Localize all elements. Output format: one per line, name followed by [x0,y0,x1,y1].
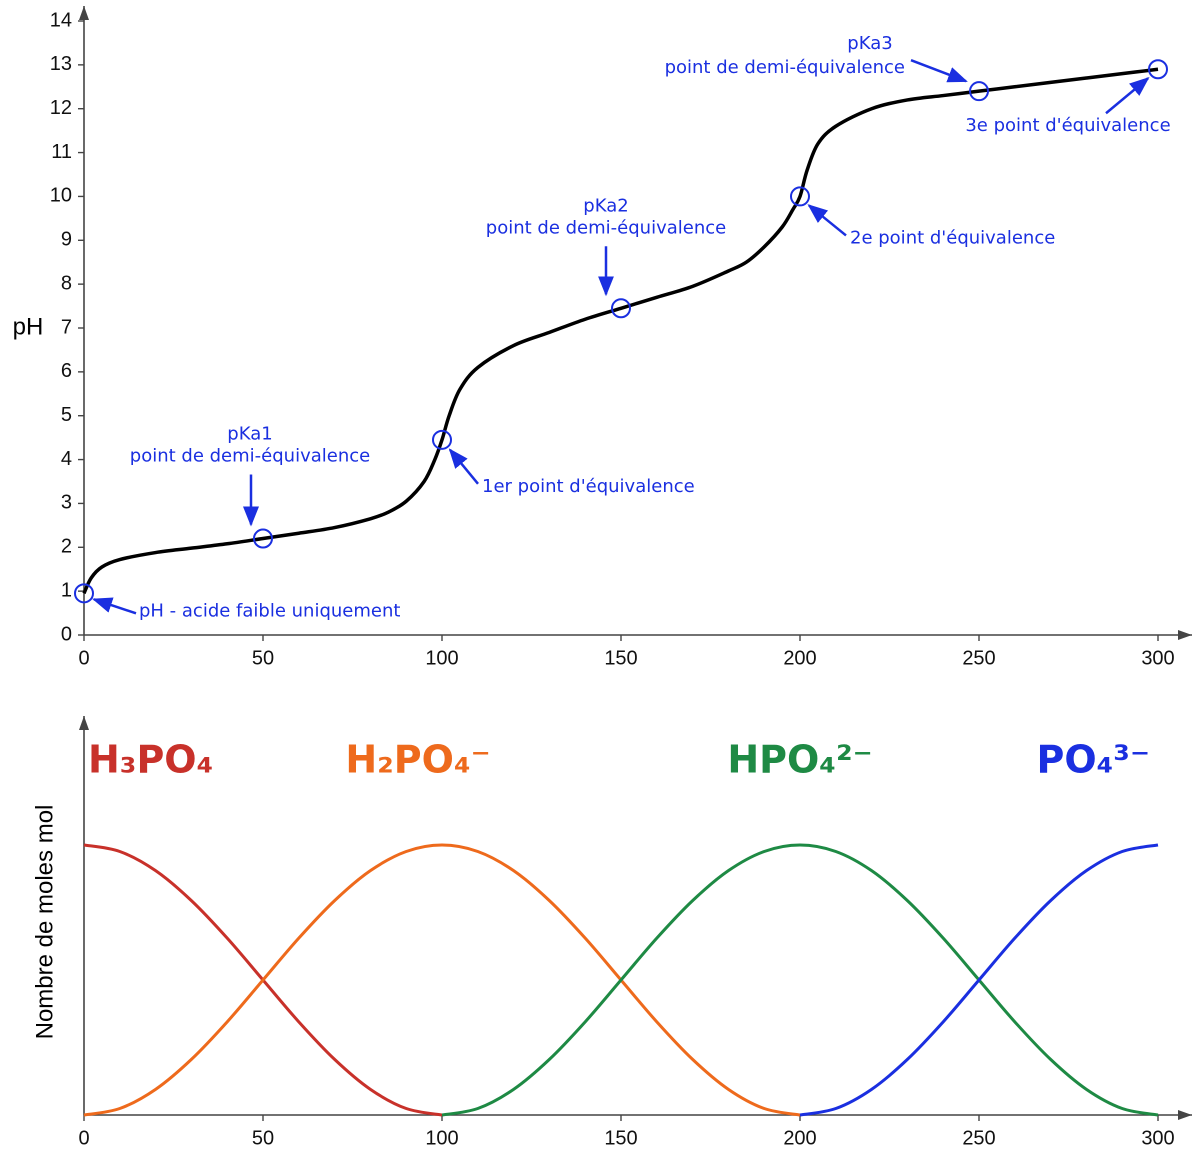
annotation-arrow [910,59,968,83]
axis-arrow [79,6,89,20]
legend-label: HPO₄²⁻ [727,738,872,782]
axis-arrow [1178,1110,1192,1120]
axis-arrow [1178,630,1192,640]
y-tick-label: 11 [51,141,72,163]
annotation-text: 2e point d'équivalence [850,227,1055,248]
x-tick-label: 200 [783,647,816,669]
y-tick-label: 0 [61,623,72,645]
annotation-arrow [92,597,137,615]
y-tick-label: 5 [61,404,72,426]
annotation-arrow [807,204,847,237]
annotation-arrow [448,448,479,485]
annotation-text: 3e point d'équivalence [965,115,1170,136]
x-tick-label: 300 [1141,647,1174,669]
annotation-marker [74,583,94,604]
annotation-text: point de demi-équivalence [486,217,726,238]
y-tick-label: 1 [61,579,72,601]
y-tick-label: 9 [61,229,72,251]
x-tick-label: 150 [604,1127,637,1149]
ph-curve [82,67,1159,595]
y-tick-label: 4 [61,448,72,470]
legend-label: H₂PO₄⁻ [345,738,490,782]
annotation-text: point de demi-équivalence [130,446,370,467]
annotation-text: point de demi-équivalence [665,57,905,78]
legend-label: PO₄³⁻ [1037,738,1151,782]
y-tick-label: 3 [61,492,72,514]
annotation-marker [432,429,452,450]
annotation-text: pKa1 [227,424,272,445]
x-tick-label: 200 [783,1127,816,1149]
legend-label: H₃PO₄ [88,738,213,782]
y-axis-label: Nombre de moles mol [31,805,58,1040]
x-tick-label: 0 [78,1127,89,1149]
y-tick-label: 14 [50,9,72,31]
annotation-marker [611,298,631,319]
x-tick-label: 250 [962,647,995,669]
species-curve [799,843,1159,1117]
x-tick-label: 50 [252,647,274,669]
x-tick-label: 50 [252,1127,274,1149]
annotation-text: 1er point d'équivalence [482,476,695,497]
annotation-marker [253,528,273,549]
y-axis-label: pH [13,313,44,340]
annotation-text: pH - acide faible uniquement [139,600,400,621]
y-tick-label: 7 [61,316,72,338]
y-tick-label: 6 [61,360,72,382]
x-tick-label: 100 [425,1127,458,1149]
annotation-marker [790,186,810,207]
annotation-marker [969,81,989,102]
y-tick-label: 2 [61,536,72,558]
y-tick-label: 10 [50,185,72,207]
annotation-arrow [1105,76,1150,115]
axis-arrow [79,716,89,730]
x-tick-label: 0 [78,647,89,669]
species-curve [441,843,1159,1117]
y-tick-label: 12 [50,97,72,119]
x-tick-label: 300 [1141,1127,1174,1149]
y-tick-label: 13 [50,53,72,75]
x-tick-label: 150 [604,647,637,669]
annotation-marker [1148,59,1168,80]
x-tick-label: 250 [962,1127,995,1149]
y-tick-label: 8 [61,272,72,294]
species-curve [83,843,801,1117]
annotation-text: pKa3 [847,33,892,54]
x-tick-label: 100 [425,647,458,669]
annotation-text: pKa2 [583,195,628,216]
